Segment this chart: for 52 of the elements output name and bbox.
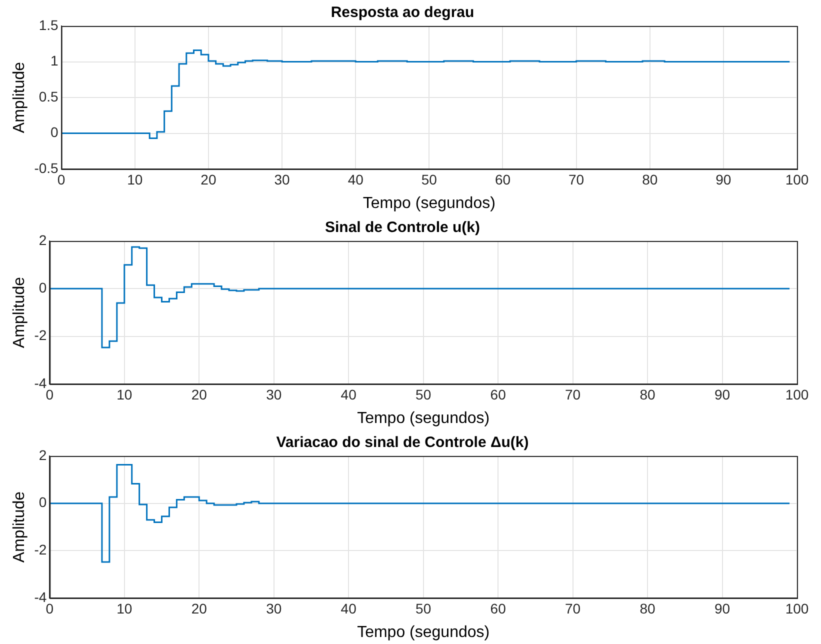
x-tick-label: 20	[191, 386, 208, 402]
x-tick-label: 80	[642, 171, 658, 188]
x-tick-label: 70	[565, 386, 581, 402]
x-tick-label: 30	[274, 171, 290, 188]
x-tick-label: 100	[785, 600, 809, 616]
chart-title: Resposta ao degrau	[330, 4, 474, 22]
y-tick-label: 2	[38, 232, 47, 248]
y-axis-title: Amplitude	[11, 62, 28, 134]
y-tick-label: -4	[34, 588, 47, 605]
x-tick-label: 30	[266, 386, 282, 402]
x-tick-label: 60	[490, 386, 506, 402]
x-tick-label: 70	[565, 600, 581, 616]
chart-title: Sinal de Controle u(k)	[324, 219, 480, 236]
y-tick-label: 0	[38, 280, 47, 296]
y-tick-label: -4	[34, 374, 47, 391]
y-tick-label: 0	[50, 124, 59, 140]
x-tick-label: 30	[266, 600, 282, 616]
x-tick-label: 80	[640, 386, 656, 402]
x-tick-label: 40	[340, 386, 357, 402]
x-tick-label: 10	[116, 386, 132, 402]
y-tick-label: -2	[34, 542, 47, 558]
x-tick-label: 20	[200, 171, 216, 188]
y-tick-label: 0	[38, 494, 47, 510]
chart-title: Variacao do sinal de Controle Δu(k)	[276, 434, 529, 452]
x-tick-label: 20	[191, 600, 208, 616]
x-tick-label: 90	[716, 171, 732, 188]
y-axis-title: Amplitude	[11, 491, 28, 563]
x-tick-label: 60	[494, 171, 511, 188]
x-tick-label: 90	[714, 600, 730, 616]
x-tick-label: 50	[421, 171, 438, 188]
x-tick-label: 100	[785, 386, 809, 402]
x-axis-title: Tempo (segundos)	[357, 624, 490, 641]
y-tick-label: 2	[38, 446, 47, 463]
x-tick-label: 90	[714, 386, 730, 402]
x-tick-label: 50	[416, 600, 432, 616]
x-axis-title: Tempo (segundos)	[357, 410, 490, 427]
x-tick-label: 70	[568, 171, 584, 188]
x-axis-title: Tempo (segundos)	[362, 194, 496, 212]
x-tick-label: 40	[348, 171, 364, 188]
y-tick-label: 1	[50, 52, 59, 69]
x-tick-label: 10	[116, 600, 132, 616]
y-axis-title: Amplitude	[11, 276, 28, 348]
y-tick-label: 0.5	[38, 88, 59, 104]
y-tick-label: -0.5	[34, 160, 59, 176]
y-tick-label: 1.5	[38, 16, 59, 33]
x-tick-label: 40	[340, 600, 357, 616]
x-tick-label: 10	[127, 171, 143, 188]
y-tick-label: -2	[34, 327, 47, 344]
x-tick-label: 80	[640, 600, 656, 616]
x-tick-label: 60	[490, 600, 506, 616]
x-tick-label: 100	[785, 171, 809, 188]
x-tick-label: 50	[416, 386, 432, 402]
